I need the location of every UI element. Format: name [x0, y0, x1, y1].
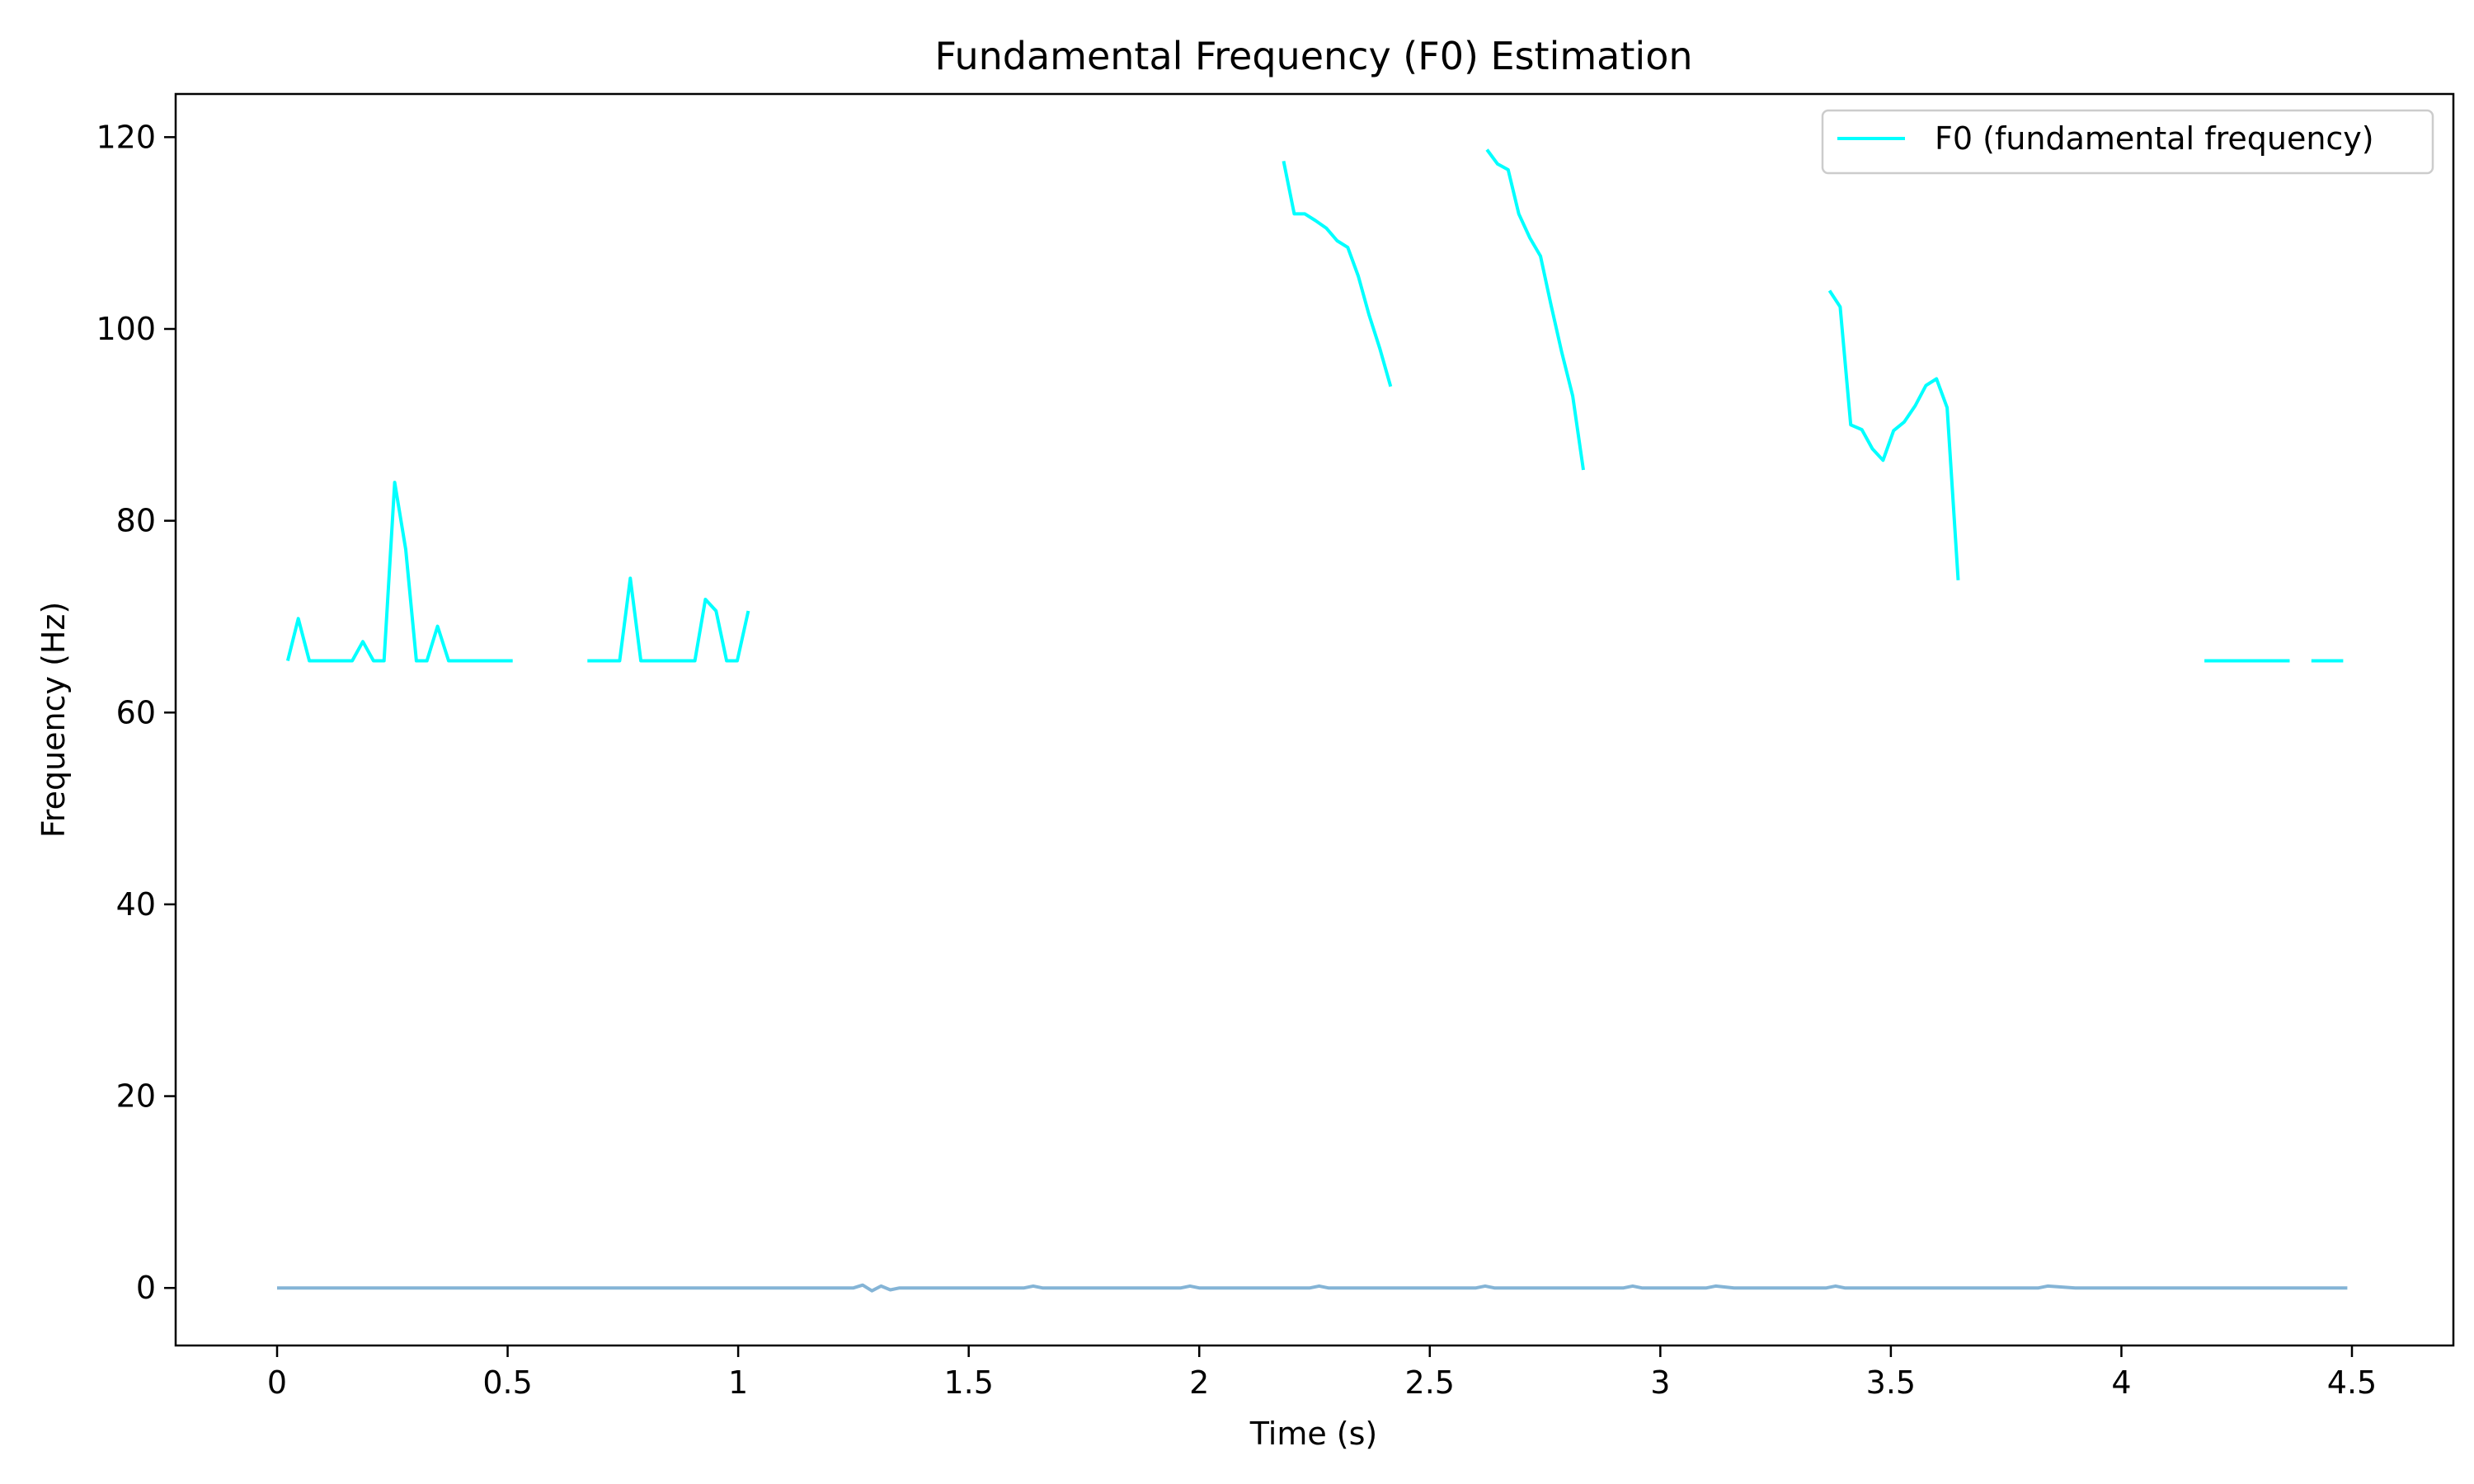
x-tick-label: 0.5: [482, 1364, 532, 1401]
y-tick-label: 120: [96, 119, 156, 155]
y-tick-label: 20: [116, 1078, 156, 1115]
x-tick-label: 1.5: [943, 1364, 993, 1401]
y-axis-label: Frequency (Hz): [35, 602, 72, 838]
x-axis-label: Time (s): [1249, 1416, 1378, 1452]
waveform-line-segment-0: [277, 1283, 2348, 1293]
f0-line-segment-4: [1827, 289, 1960, 580]
plot-area: [277, 148, 2348, 1293]
y-tick-label: 100: [96, 311, 156, 347]
x-tick-label: 4.5: [2327, 1364, 2377, 1401]
y-axis: 0 20 40 60 80 100 120: [96, 119, 176, 1306]
x-tick-label: 3.5: [1866, 1364, 1916, 1401]
x-axis: 0 0.5 1 1.5 2 2.5 3 3.5 4 4.5: [267, 1345, 2377, 1401]
x-tick-label: 1: [728, 1364, 748, 1401]
f0-line-segment-0: [285, 481, 513, 663]
x-tick-label: 4: [2111, 1364, 2131, 1401]
legend-box: [1821, 109, 2434, 175]
y-tick-label: 60: [116, 694, 156, 730]
y-tick-label: 80: [116, 503, 156, 539]
chart-title: Fundamental Frequency (F0) Estimation: [935, 34, 1693, 78]
x-tick-label: 2.5: [1405, 1364, 1455, 1401]
f0-line-segment-3: [1485, 148, 1585, 471]
y-tick-label: 0: [136, 1270, 156, 1306]
legend-label-f0: F0 (fundamental frequency): [1935, 120, 2374, 157]
x-tick-label: 0: [267, 1364, 287, 1401]
x-tick-label: 2: [1189, 1364, 1209, 1401]
legend: F0 (fundamental frequency): [1821, 109, 2434, 175]
plot-frame: [174, 92, 2455, 1347]
f0-line-segment-1: [587, 576, 750, 663]
x-tick-label: 3: [1650, 1364, 1670, 1401]
y-tick-label: 40: [116, 886, 156, 923]
f0-line-segment-2: [1282, 161, 1393, 387]
